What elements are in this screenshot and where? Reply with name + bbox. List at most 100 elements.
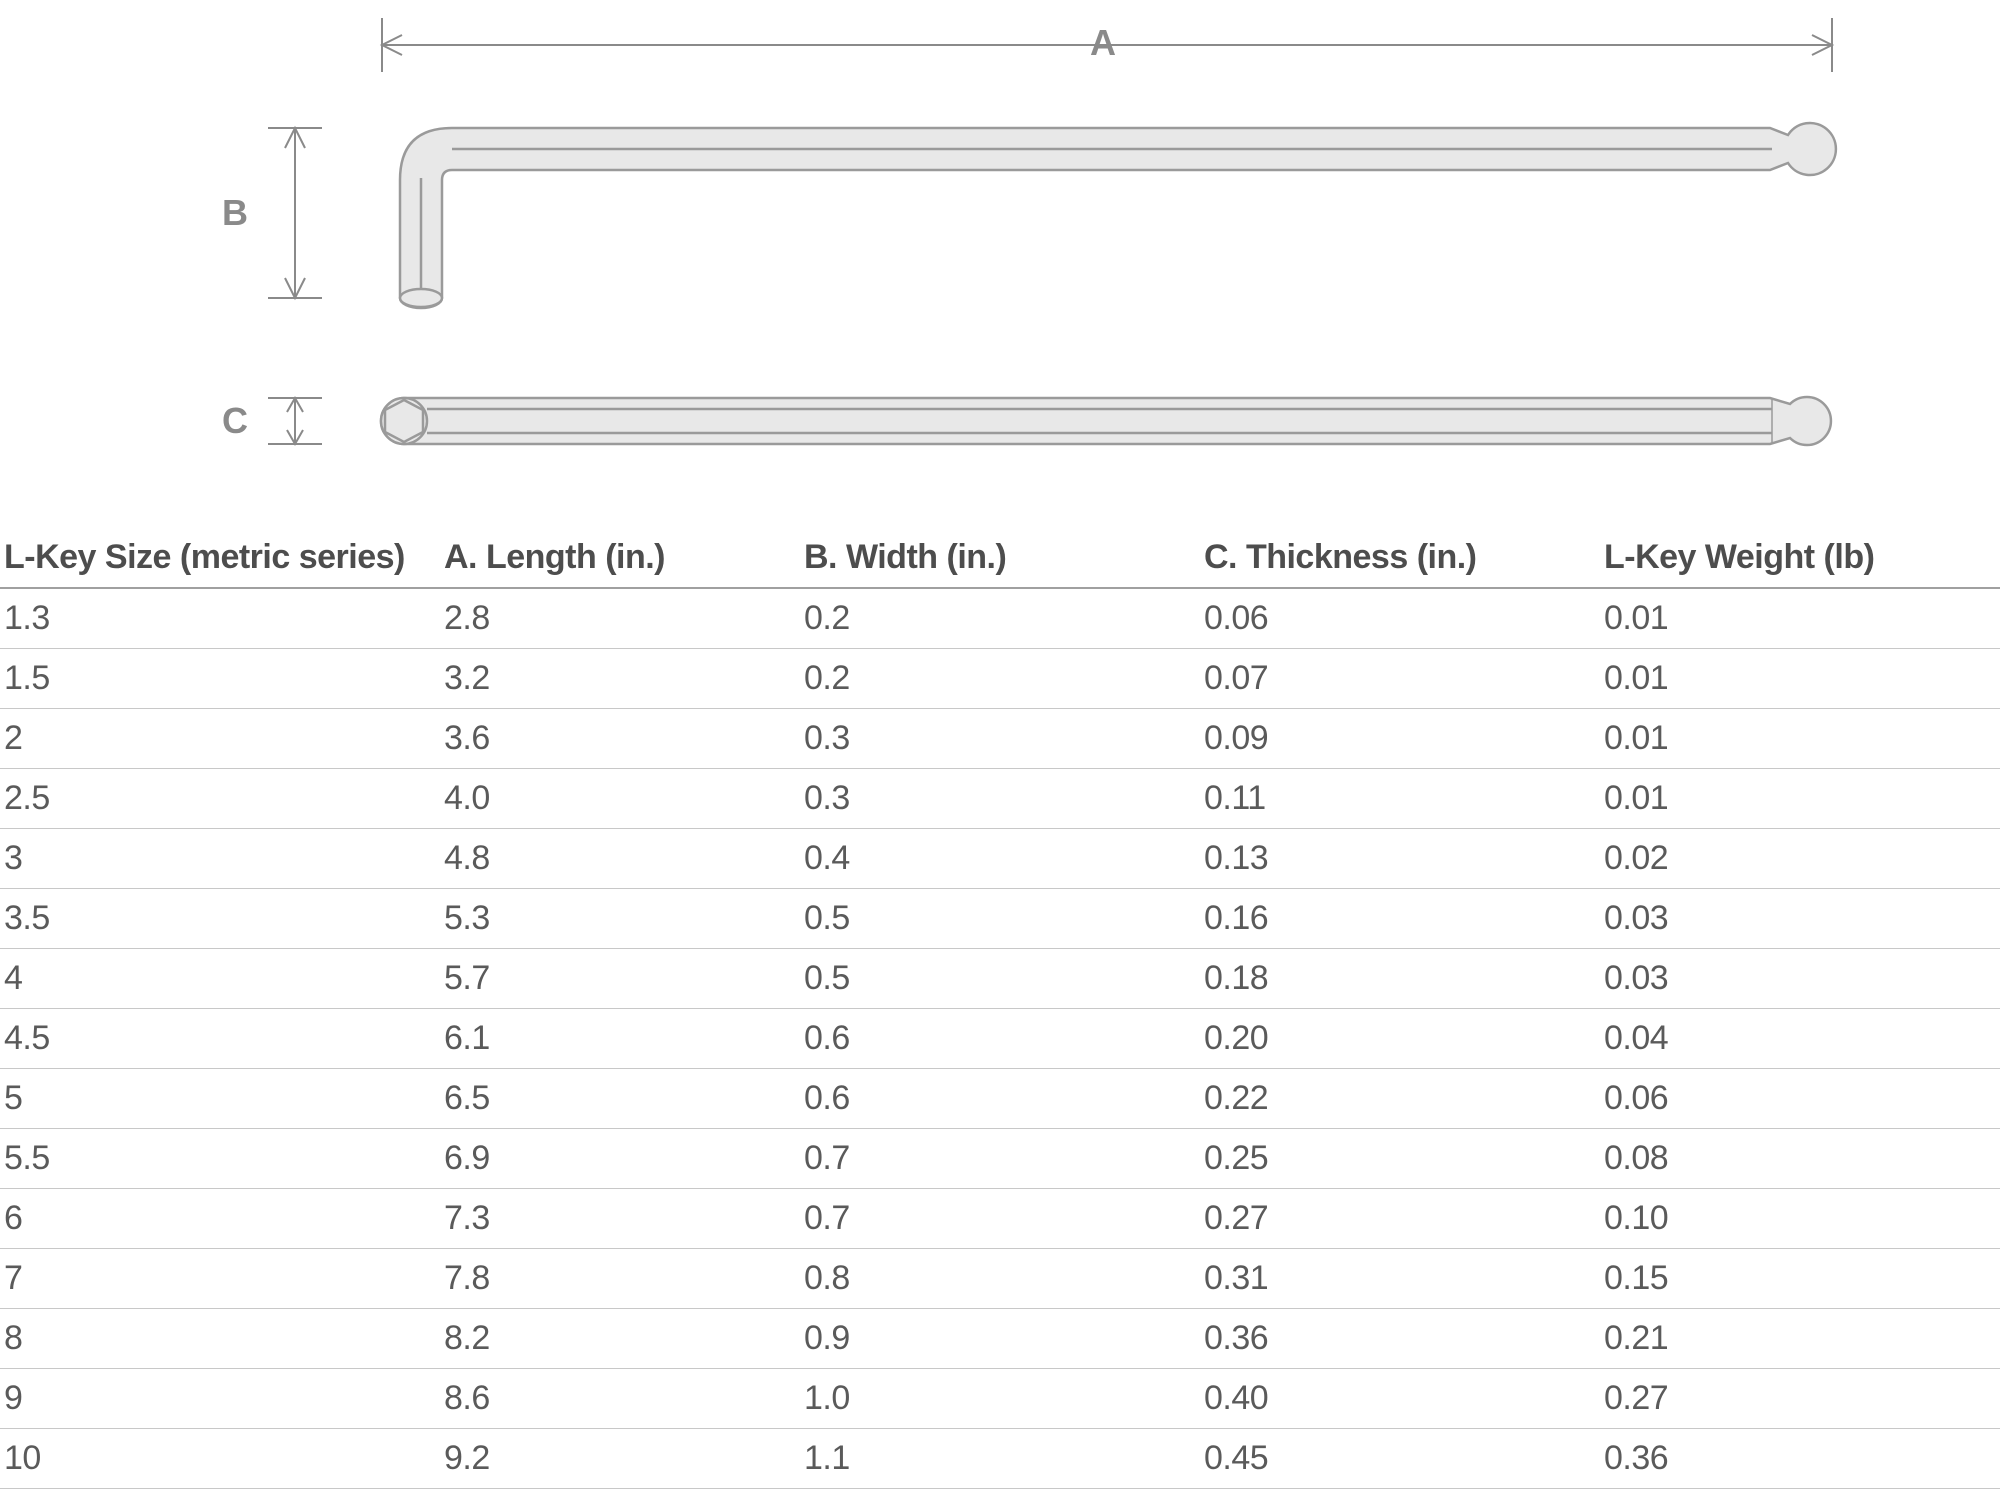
- table-row: 45.70.50.180.03: [0, 949, 2000, 1009]
- table-cell: 0.5: [800, 889, 1200, 949]
- table-cell: 0.5: [800, 949, 1200, 1009]
- dim-label-B: B: [222, 192, 248, 234]
- table-cell: 0.45: [1200, 1429, 1600, 1489]
- table-cell: 0.16: [1200, 889, 1600, 949]
- table-cell: 7: [0, 1249, 440, 1309]
- table-cell: 0.27: [1600, 1369, 2000, 1429]
- table-row: 34.80.40.130.02: [0, 829, 2000, 889]
- table-cell: 0.02: [1600, 829, 2000, 889]
- table-cell: 5: [0, 1069, 440, 1129]
- table-cell: 0.22: [1200, 1069, 1600, 1129]
- table-cell: 0.27: [1200, 1189, 1600, 1249]
- table-cell: 0.03: [1600, 889, 2000, 949]
- table-cell: 0.01: [1600, 649, 2000, 709]
- lkey-diagram-svg: [0, 0, 2000, 530]
- table-cell: 3.2: [440, 649, 800, 709]
- table-row: 88.20.90.360.21: [0, 1309, 2000, 1369]
- table-cell: 0.11: [1200, 769, 1600, 829]
- table-cell: 5.5: [0, 1129, 440, 1189]
- table-cell: 0.3: [800, 769, 1200, 829]
- table-cell: 4.0: [440, 769, 800, 829]
- col-header: L-Key Weight (lb): [1600, 530, 2000, 588]
- table-cell: 2.8: [440, 588, 800, 649]
- table-cell: 1.1: [800, 1429, 1200, 1489]
- table-cell: 0.07: [1200, 649, 1600, 709]
- table-cell: 8: [0, 1309, 440, 1369]
- col-header: L-Key Size (metric series): [0, 530, 440, 588]
- table-cell: 0.3: [800, 709, 1200, 769]
- table-cell: 0.7: [800, 1189, 1200, 1249]
- table-cell: 0.31: [1200, 1249, 1600, 1309]
- table-cell: 2.5: [0, 769, 440, 829]
- table-cell: 7.3: [440, 1189, 800, 1249]
- table-cell: 0.6: [800, 1069, 1200, 1129]
- table-cell: 10: [0, 1429, 440, 1489]
- spec-table: L-Key Size (metric series) A. Length (in…: [0, 530, 2000, 1489]
- table-cell: 0.06: [1600, 1069, 2000, 1129]
- table-cell: 6.1: [440, 1009, 800, 1069]
- table-cell: 4.8: [440, 829, 800, 889]
- table-cell: 8.6: [440, 1369, 800, 1429]
- table-row: 4.56.10.60.200.04: [0, 1009, 2000, 1069]
- table-cell: 0.03: [1600, 949, 2000, 1009]
- table-cell: 0.13: [1200, 829, 1600, 889]
- table-cell: 3.6: [440, 709, 800, 769]
- table-row: 67.30.70.270.10: [0, 1189, 2000, 1249]
- table-cell: 0.04: [1600, 1009, 2000, 1069]
- col-header: B. Width (in.): [800, 530, 1200, 588]
- table-cell: 0.36: [1200, 1309, 1600, 1369]
- dim-label-A: A: [1090, 22, 1116, 64]
- table-cell: 0.08: [1600, 1129, 2000, 1189]
- table-cell: 8.2: [440, 1309, 800, 1369]
- table-row: 2.54.00.30.110.01: [0, 769, 2000, 829]
- table-header-row: L-Key Size (metric series) A. Length (in…: [0, 530, 2000, 588]
- table-row: 77.80.80.310.15: [0, 1249, 2000, 1309]
- table-cell: 4.5: [0, 1009, 440, 1069]
- table-cell: 0.15: [1600, 1249, 2000, 1309]
- table-cell: 1.5: [0, 649, 440, 709]
- table-cell: 0.01: [1600, 709, 2000, 769]
- table-cell: 9: [0, 1369, 440, 1429]
- table-cell: 0.2: [800, 649, 1200, 709]
- table-row: 23.60.30.090.01: [0, 709, 2000, 769]
- table-cell: 7.8: [440, 1249, 800, 1309]
- table-row: 98.61.00.400.27: [0, 1369, 2000, 1429]
- table-row: 3.55.30.50.160.03: [0, 889, 2000, 949]
- table-cell: 1.3: [0, 588, 440, 649]
- table-cell: 6.5: [440, 1069, 800, 1129]
- table-row: 1.32.80.20.060.01: [0, 588, 2000, 649]
- col-header: A. Length (in.): [440, 530, 800, 588]
- table-cell: 0.7: [800, 1129, 1200, 1189]
- table-cell: 0.20: [1200, 1009, 1600, 1069]
- table-cell: 3.5: [0, 889, 440, 949]
- table-cell: 0.6: [800, 1009, 1200, 1069]
- table-cell: 5.3: [440, 889, 800, 949]
- table-cell: 0.01: [1600, 769, 2000, 829]
- table-cell: 0.8: [800, 1249, 1200, 1309]
- table-cell: 0.06: [1200, 588, 1600, 649]
- table-cell: 3: [0, 829, 440, 889]
- table-row: 5.56.90.70.250.08: [0, 1129, 2000, 1189]
- table-cell: 0.09: [1200, 709, 1600, 769]
- table-row: 56.50.60.220.06: [0, 1069, 2000, 1129]
- table-cell: 1.0: [800, 1369, 1200, 1429]
- table-cell: 0.18: [1200, 949, 1600, 1009]
- table-cell: 0.40: [1200, 1369, 1600, 1429]
- table-cell: 2: [0, 709, 440, 769]
- table-cell: 0.4: [800, 829, 1200, 889]
- table-cell: 6.9: [440, 1129, 800, 1189]
- table-cell: 6: [0, 1189, 440, 1249]
- table-cell: 0.10: [1600, 1189, 2000, 1249]
- table-cell: 0.01: [1600, 588, 2000, 649]
- table-row: 109.21.10.450.36: [0, 1429, 2000, 1489]
- table-row: 1.53.20.20.070.01: [0, 649, 2000, 709]
- table-cell: 0.21: [1600, 1309, 2000, 1369]
- table-cell: 5.7: [440, 949, 800, 1009]
- table-cell: 0.25: [1200, 1129, 1600, 1189]
- dimension-diagram: A B C: [0, 0, 2000, 530]
- table-cell: 0.2: [800, 588, 1200, 649]
- table-cell: 9.2: [440, 1429, 800, 1489]
- table-cell: 4: [0, 949, 440, 1009]
- table-cell: 0.36: [1600, 1429, 2000, 1489]
- dim-label-C: C: [222, 400, 248, 442]
